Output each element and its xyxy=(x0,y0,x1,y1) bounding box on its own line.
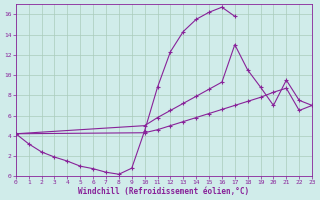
X-axis label: Windchill (Refroidissement éolien,°C): Windchill (Refroidissement éolien,°C) xyxy=(78,187,250,196)
